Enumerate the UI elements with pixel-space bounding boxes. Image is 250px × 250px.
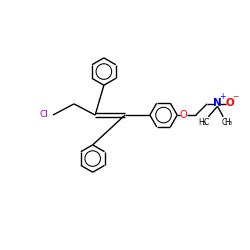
- Text: C: C: [204, 118, 209, 127]
- Text: +: +: [219, 92, 226, 101]
- Text: O: O: [226, 98, 234, 108]
- Text: O: O: [180, 110, 187, 120]
- Text: 3: 3: [202, 121, 205, 126]
- Text: Cl: Cl: [39, 110, 48, 119]
- Text: H: H: [199, 118, 204, 127]
- Text: C: C: [222, 118, 227, 127]
- Text: N: N: [213, 98, 222, 108]
- Text: H: H: [224, 118, 230, 127]
- Text: 3: 3: [229, 121, 232, 126]
- Text: −: −: [232, 92, 238, 101]
